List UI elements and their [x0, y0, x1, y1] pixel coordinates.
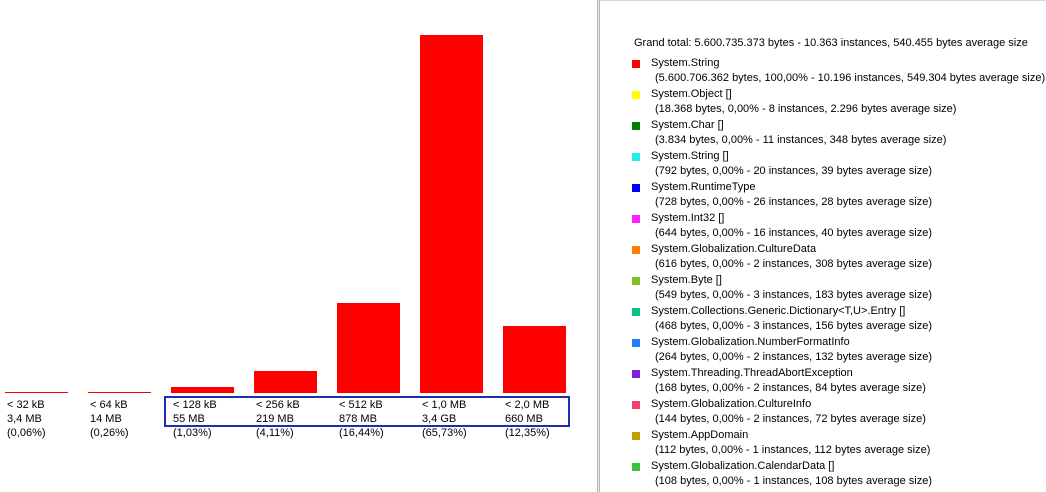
legend-type-name: System.AppDomain	[651, 429, 749, 441]
bucket-range-label: < 1,0 MB	[422, 399, 467, 411]
legend-swatch	[632, 184, 640, 192]
legend-swatch	[632, 60, 640, 68]
legend-swatch	[632, 463, 640, 471]
bucket-range-label: < 512 kB	[339, 399, 383, 411]
bucket-size-label: 878 MB	[339, 413, 377, 425]
legend-type-detail: (644 bytes, 0,00% - 16 instances, 40 byt…	[655, 227, 932, 239]
legend-type-name: System.Globalization.CultureInfo	[651, 398, 812, 410]
legend-swatch	[632, 401, 640, 409]
legend-item[interactable]: System.Object [] (18.368 bytes, 0,00% - 8…	[630, 87, 1046, 118]
bucket-label: < 64 kB 14 MB (0,26%)	[90, 398, 165, 440]
legend-swatch	[632, 153, 640, 161]
legend-type-detail: (264 bytes, 0,00% - 2 instances, 132 byt…	[655, 351, 932, 363]
legend-item[interactable]: System.Threading.ThreadAbortException (16…	[630, 366, 1046, 397]
legend-type-detail: (728 bytes, 0,00% - 26 instances, 28 byt…	[655, 196, 932, 208]
legend-type-name: System.Globalization.CultureData	[651, 243, 817, 255]
legend-item[interactable]: System.Int32 [] (644 bytes, 0,00% - 16 in…	[630, 211, 1046, 242]
legend-swatch	[632, 370, 640, 378]
legend-item[interactable]: System.Char [] (3.834 bytes, 0,00% - 11 i…	[630, 118, 1046, 149]
legend-type-name: System.String	[651, 57, 720, 69]
panel-splitter[interactable]	[597, 0, 600, 492]
bucket-percent-label: (0,26%)	[90, 427, 129, 439]
bucket-range-label: < 32 kB	[7, 399, 45, 411]
legend-item[interactable]: System.AppDomain (112 bytes, 0,00% - 1 in…	[630, 428, 1046, 459]
legend-type-detail: (112 bytes, 0,00% - 1 instances, 112 byt…	[655, 444, 931, 456]
legend-type-detail: (5.600.706.362 bytes, 100,00% - 10.196 i…	[655, 72, 1046, 84]
bucket-range-label: < 64 kB	[90, 399, 128, 411]
bucket-label: < 128 kB 55 MB (1,03%)	[173, 398, 248, 440]
legend-type-detail: (144 bytes, 0,00% - 2 instances, 72 byte…	[655, 413, 926, 425]
legend-type-detail: (3.834 bytes, 0,00% - 11 instances, 348 …	[655, 134, 947, 146]
bucket-label: < 256 kB 219 MB (4,11%)	[256, 398, 331, 440]
bucket-percent-label: (16,44%)	[339, 427, 384, 439]
bucket-size-label: 3,4 GB	[422, 413, 457, 425]
legend-type-detail: (549 bytes, 0,00% - 3 instances, 183 byt…	[655, 289, 932, 301]
legend-item[interactable]: System.Globalization.CultureData (616 byt…	[630, 242, 1046, 273]
legend-item[interactable]: System.RuntimeType (728 bytes, 0,00% - 26…	[630, 180, 1046, 211]
histogram-bar[interactable]	[171, 387, 234, 393]
legend-type-name: System.Object []	[651, 88, 732, 100]
legend-swatch	[632, 122, 640, 130]
legend-item[interactable]: System.Collections.Generic.Dictionary<T,…	[630, 304, 1046, 335]
bucket-percent-label: (65,73%)	[422, 427, 467, 439]
legend-list: System.String (5.600.706.362 bytes, 100,0…	[630, 56, 1046, 490]
bucket-size-label: 3,4 MB	[7, 413, 42, 425]
legend-type-detail: (468 bytes, 0,00% - 3 instances, 156 byt…	[655, 320, 932, 332]
bucket-label: < 32 kB 3,4 MB (0,06%)	[7, 398, 82, 440]
histogram-bar[interactable]	[5, 392, 68, 393]
histogram-bar[interactable]	[254, 371, 317, 393]
legend-type-detail: (616 bytes, 0,00% - 2 instances, 308 byt…	[655, 258, 932, 270]
bucket-label: < 2,0 MB 660 MB (12,35%)	[505, 398, 580, 440]
legend-item[interactable]: System.Byte [] (549 bytes, 0,00% - 3 inst…	[630, 273, 1046, 304]
bucket-label: < 512 kB 878 MB (16,44%)	[339, 398, 414, 440]
legend-type-name: System.Int32 []	[651, 212, 725, 224]
legend-type-name: System.Globalization.CalendarData []	[651, 460, 835, 472]
bucket-range-label: < 256 kB	[256, 399, 300, 411]
bucket-percent-label: (12,35%)	[505, 427, 550, 439]
legend-swatch	[632, 432, 640, 440]
legend-item[interactable]: System.String (5.600.706.362 bytes, 100,0…	[630, 56, 1046, 87]
legend-type-detail: (168 bytes, 0,00% - 2 instances, 84 byte…	[655, 382, 926, 394]
legend-type-detail: (108 bytes, 0,00% - 1 instances, 108 byt…	[655, 475, 932, 487]
bucket-percent-label: (4,11%)	[256, 427, 294, 439]
bucket-size-label: 660 MB	[505, 413, 543, 425]
histogram-bar[interactable]	[420, 35, 483, 393]
legend-type-name: System.Char []	[651, 119, 724, 131]
bucket-size-label: 219 MB	[256, 413, 294, 425]
bucket-percent-label: (1,03%)	[173, 427, 212, 439]
bucket-size-label: 55 MB	[173, 413, 205, 425]
selection-rectangle	[164, 396, 570, 427]
legend-swatch	[632, 308, 640, 316]
legend-type-name: System.String []	[651, 150, 729, 162]
legend-panel[interactable]: Grand total: 5.600.735.373 bytes - 10.36…	[600, 0, 1046, 492]
legend-swatch	[632, 339, 640, 347]
legend-item[interactable]: System.Globalization.NumberFormatInfo (26…	[630, 335, 1046, 366]
histogram-bar[interactable]	[337, 303, 400, 393]
legend-item[interactable]: System.String [] (792 bytes, 0,00% - 20 i…	[630, 149, 1046, 180]
legend-type-name: System.Threading.ThreadAbortException	[651, 367, 853, 379]
histogram-panel[interactable]: < 32 kB 3,4 MB (0,06%) < 64 kB 14 MB (0,26%) <…	[0, 0, 597, 492]
legend-swatch	[632, 246, 640, 254]
legend-type-name: System.Collections.Generic.Dictionary<T,…	[651, 305, 906, 317]
legend-swatch	[632, 215, 640, 223]
legend-item[interactable]: System.Globalization.CalendarData [] (108…	[630, 459, 1046, 490]
legend-type-detail: (18.368 bytes, 0,00% - 8 instances, 2.29…	[655, 103, 957, 115]
bucket-range-label: < 2,0 MB	[505, 399, 550, 411]
legend-type-detail: (792 bytes, 0,00% - 20 instances, 39 byt…	[655, 165, 932, 177]
legend-swatch	[632, 91, 640, 99]
legend-type-name: System.RuntimeType	[651, 181, 756, 193]
histogram-bar[interactable]	[88, 392, 151, 393]
grand-total-text: Grand total: 5.600.735.373 bytes - 10.36…	[634, 37, 1028, 49]
bucket-range-label: < 128 kB	[173, 399, 217, 411]
legend-swatch	[632, 277, 640, 285]
bucket-size-label: 14 MB	[90, 413, 122, 425]
legend-item[interactable]: System.Globalization.CultureInfo (144 byt…	[630, 397, 1046, 428]
histogram-bar[interactable]	[503, 326, 566, 393]
bucket-label: < 1,0 MB 3,4 GB (65,73%)	[422, 398, 497, 440]
legend-type-name: System.Globalization.NumberFormatInfo	[651, 336, 850, 348]
bucket-percent-label: (0,06%)	[7, 427, 46, 439]
legend-type-name: System.Byte []	[651, 274, 722, 286]
